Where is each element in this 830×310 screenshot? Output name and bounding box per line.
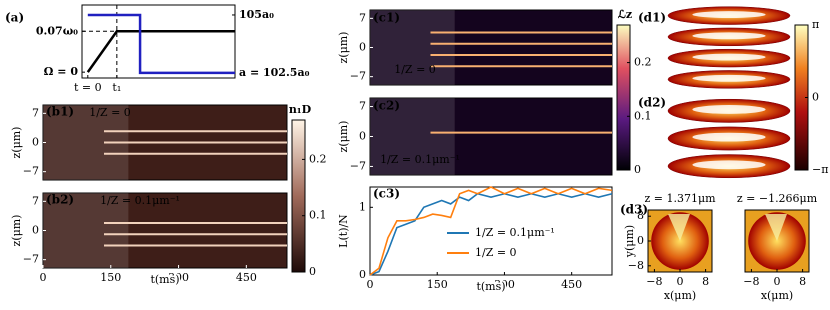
annotation: 1/Z = 0.1μm⁻¹ [380, 153, 460, 166]
legend-label: 1/Z = 0 [475, 246, 517, 259]
x-tick-label: 0 [774, 275, 781, 288]
y-tick-label: −8 [628, 259, 644, 272]
y-axis-label: y(μm) [623, 225, 636, 258]
panel-label: (b1) [46, 105, 74, 119]
y-tick-label: 0 [32, 136, 39, 149]
series-line [369, 186, 613, 276]
x-tick-label: 0 [677, 275, 684, 288]
y-tick-label: 0 [32, 224, 39, 237]
x-tick-label: 0 [40, 271, 47, 284]
x-tick-label: 0 [367, 278, 374, 291]
y-tick-label: 0 [359, 41, 366, 54]
transient [43, 193, 129, 268]
phase-cut [668, 214, 690, 241]
panel-label: (b2) [46, 193, 74, 207]
y-tick-label: 0 [637, 234, 644, 247]
vortex-ring-hole [692, 160, 766, 170]
y-tick-label: 7 [32, 194, 39, 207]
panel-label: (a) [5, 11, 24, 25]
panel-label: (c1) [373, 11, 400, 25]
x-tick-label: 8 [702, 275, 709, 288]
y-tick-label: 0.2 [634, 56, 652, 69]
y-tick-label: −7 [350, 70, 366, 83]
heatmap [369, 9, 613, 86]
transient [370, 98, 455, 175]
series-line [87, 13, 235, 75]
y-tick-label: Ω = 0 [44, 65, 79, 78]
y-tick-label: 7 [359, 11, 366, 24]
y-tick-label: π [812, 18, 819, 31]
panel-label: (d2) [638, 96, 666, 110]
plot-area [81, 4, 236, 79]
y-tick-label: 0 [812, 91, 819, 104]
panel-label: (d3) [620, 203, 648, 217]
vortex-ring-hole [692, 105, 766, 114]
colorbar [291, 119, 306, 273]
panel-title: z = −1.266μm [737, 192, 818, 205]
y-tick-label: 7 [32, 106, 39, 119]
x-tick-label: 300 [494, 278, 515, 291]
y-tick-label: 7 [359, 100, 366, 113]
heatmap [369, 97, 613, 176]
legend-label: 1/Z = 0.1μm⁻¹ [475, 226, 555, 239]
x-axis-label: x(μm) [664, 289, 696, 302]
x-tick-label: 300 [168, 271, 189, 284]
vortex-ring-hole [692, 11, 766, 18]
transient [370, 10, 455, 85]
x-tick-label: −8 [646, 275, 662, 288]
vortex-ring-hole [692, 53, 766, 61]
y-tick-label: 0 [309, 265, 316, 278]
colorbar-title: n₁D [289, 103, 312, 116]
y-tick-label: 0.1 [634, 109, 652, 122]
x-tick-label: 8 [799, 275, 806, 288]
x-tick-label: 450 [561, 278, 582, 291]
y-tick-label: −7 [23, 165, 39, 178]
x-tick-label: 150 [427, 278, 448, 291]
y-tick-label: −7 [350, 159, 366, 172]
y-tick-label: 0 [634, 163, 641, 176]
x-tick-label: 150 [100, 271, 121, 284]
vortex-ring-hole [692, 132, 766, 142]
x-tick-label: t = 0 [74, 81, 102, 94]
vortex-ring-hole [692, 74, 766, 82]
y-tick-label: −7 [23, 253, 39, 266]
x-tick-label: t₁ [112, 81, 121, 94]
y-tick-label: a = 102.5a₀ [239, 66, 310, 79]
panel-label: (c2) [373, 99, 400, 113]
y-tick-label: 0 [359, 268, 366, 281]
y-tick-label: 105a₀ [239, 8, 274, 21]
y-tick-label: 1 [359, 200, 366, 213]
panel-title: z = 1.371μm [644, 192, 716, 205]
annotation: 1/Z = 0 [89, 106, 131, 119]
x-axis-label: t(ms) [150, 273, 179, 286]
y-axis-label: z(μm) [337, 32, 350, 64]
vortex-ring-hole [692, 32, 766, 40]
x-tick-label: 450 [236, 271, 257, 284]
y-axis-label: z(μm) [10, 215, 23, 247]
phase-cut [765, 214, 787, 241]
y-tick-label: 0.1 [309, 209, 327, 222]
y-tick-label: −π [812, 163, 828, 176]
x-tick-label: −8 [743, 275, 759, 288]
y-tick-label: 0.07ω₀ [36, 24, 78, 37]
x-axis-label: t(ms) [476, 280, 505, 293]
y-axis-label: z(μm) [337, 121, 350, 153]
series-line [86, 30, 235, 73]
y-axis-label: z(μm) [10, 127, 23, 159]
annotation: 1/Z = 0 [394, 63, 436, 76]
y-axis-label: L(t)/N [337, 214, 350, 248]
colorbar [616, 24, 631, 171]
panel-label: (d1) [638, 11, 666, 25]
y-tick-label: 0.2 [309, 152, 327, 165]
series-line [369, 192, 613, 276]
y-tick-label: 0 [359, 130, 366, 143]
y-tick-label: 8 [637, 209, 644, 222]
colorbar-title: ℒz [618, 8, 632, 21]
panel-label: (c3) [373, 187, 400, 201]
x-axis-label: x(μm) [761, 289, 793, 302]
annotation: 1/Z = 0.1μm⁻¹ [100, 194, 180, 207]
